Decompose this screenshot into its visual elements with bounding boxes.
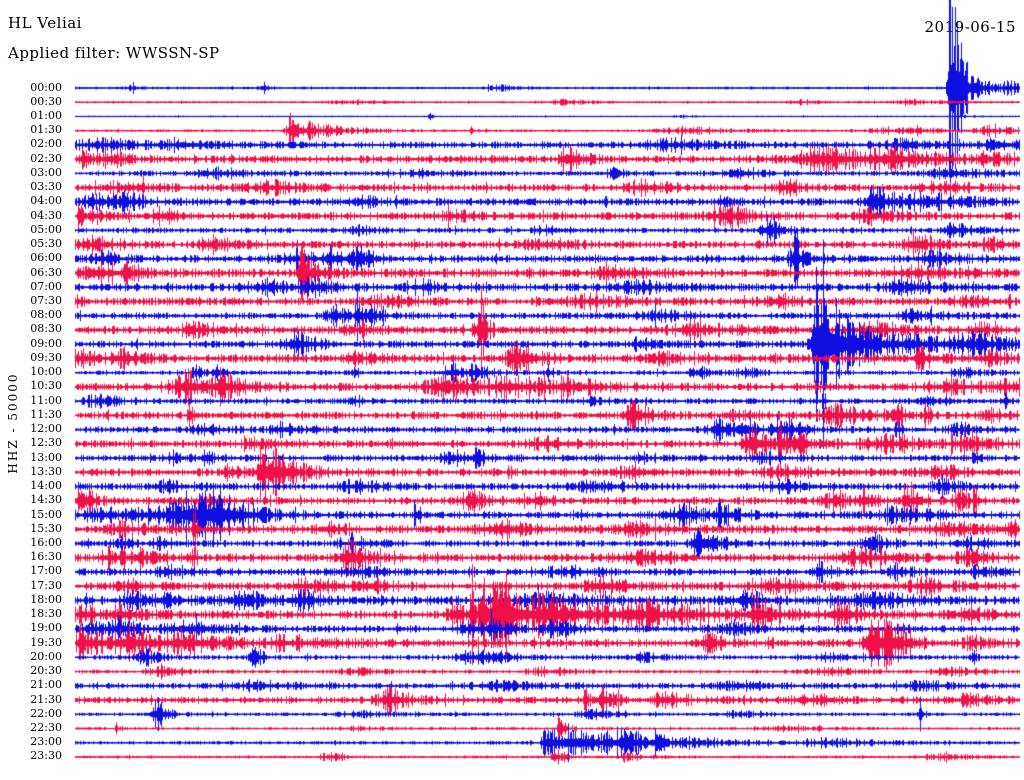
time-label-05:00: 05:00 — [30, 222, 62, 236]
time-label-01:30: 01:30 — [30, 123, 62, 137]
time-label-03:00: 03:00 — [30, 165, 62, 179]
time-label-13:30: 13:30 — [30, 464, 62, 478]
time-label-17:30: 17:30 — [30, 578, 62, 592]
date-label: 2019-06-15 — [924, 18, 1016, 36]
time-label-00:00: 00:00 — [30, 80, 62, 94]
time-label-17:00: 17:00 — [30, 564, 62, 578]
time-label-10:30: 10:30 — [30, 379, 62, 393]
time-label-09:00: 09:00 — [30, 336, 62, 350]
time-label-15:30: 15:30 — [30, 521, 62, 535]
time-label-02:00: 02:00 — [30, 137, 62, 151]
time-label-07:30: 07:30 — [30, 294, 62, 307]
time-label-11:30: 11:30 — [30, 407, 62, 421]
time-label-12:00: 12:00 — [30, 422, 62, 436]
time-label-19:30: 19:30 — [30, 635, 62, 649]
time-label-04:00: 04:00 — [30, 194, 62, 208]
time-label-23:30: 23:30 — [30, 749, 62, 763]
time-label-22:00: 22:00 — [30, 706, 62, 720]
time-label-13:00: 13:00 — [30, 450, 62, 464]
time-label-16:00: 16:00 — [30, 535, 62, 549]
applied-filter-label: Applied filter: WWSSN-SP — [8, 44, 220, 62]
time-label-01:00: 01:00 — [30, 108, 62, 122]
time-label-10:00: 10:00 — [30, 365, 62, 379]
time-label-20:30: 20:30 — [30, 664, 62, 678]
time-label-02:30: 02:30 — [30, 151, 62, 165]
time-label-05:30: 05:30 — [30, 237, 62, 251]
time-label-07:00: 07:00 — [30, 279, 62, 293]
time-label-14:30: 14:30 — [30, 493, 62, 507]
time-label-08:30: 08:30 — [30, 322, 62, 336]
time-label-21:30: 21:30 — [30, 692, 62, 706]
time-label-08:00: 08:00 — [30, 308, 62, 322]
time-label-21:00: 21:00 — [30, 678, 62, 692]
time-label-18:30: 18:30 — [30, 607, 62, 621]
time-label-19:00: 19:00 — [30, 621, 62, 635]
time-label-22:30: 22:30 — [30, 721, 62, 735]
time-label-20:00: 20:00 — [30, 649, 62, 663]
time-label-11:00: 11:00 — [30, 393, 62, 407]
time-label-14:00: 14:00 — [30, 479, 62, 493]
time-label-04:30: 04:30 — [30, 208, 62, 222]
time-label-15:00: 15:00 — [30, 507, 62, 521]
time-label-09:30: 09:30 — [30, 350, 62, 364]
time-label-16:30: 16:30 — [30, 550, 62, 564]
time-label-23:00: 23:00 — [30, 735, 62, 749]
time-label-06:00: 06:00 — [30, 251, 62, 265]
time-label-03:30: 03:30 — [30, 180, 62, 194]
station-title: HL Veliai — [8, 14, 82, 32]
time-label-12:30: 12:30 — [30, 436, 62, 450]
time-label-00:30: 00:30 — [30, 94, 62, 108]
time-label-06:30: 06:30 — [30, 265, 62, 279]
time-label-18:00: 18:00 — [30, 592, 62, 606]
